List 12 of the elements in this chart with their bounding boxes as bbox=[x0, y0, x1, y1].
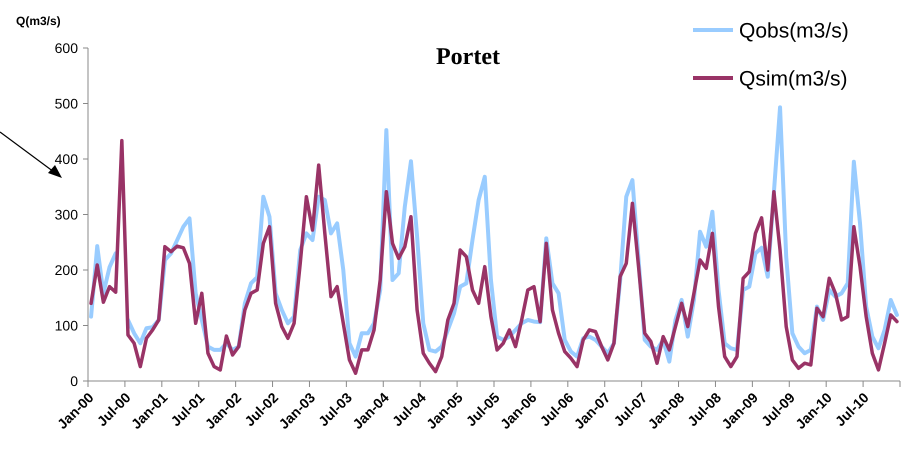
legend-label: Qsim(m3/s) bbox=[739, 67, 848, 90]
legend-label: Qobs(m3/s) bbox=[739, 19, 849, 42]
line-series bbox=[89, 138, 899, 375]
y-tick-label: 300 bbox=[54, 206, 78, 222]
y-tick-label: 400 bbox=[54, 150, 78, 167]
y-tick-label: 200 bbox=[54, 262, 78, 278]
chart-title: Portet bbox=[436, 44, 500, 70]
y-tick-label: 0 bbox=[70, 372, 78, 389]
y-tick-label: 100 bbox=[54, 317, 78, 334]
y-tick-label: 500 bbox=[54, 95, 78, 112]
y-tick-label: 600 bbox=[54, 40, 78, 56]
y-axis-title: Q(m3/s) bbox=[16, 14, 61, 28]
